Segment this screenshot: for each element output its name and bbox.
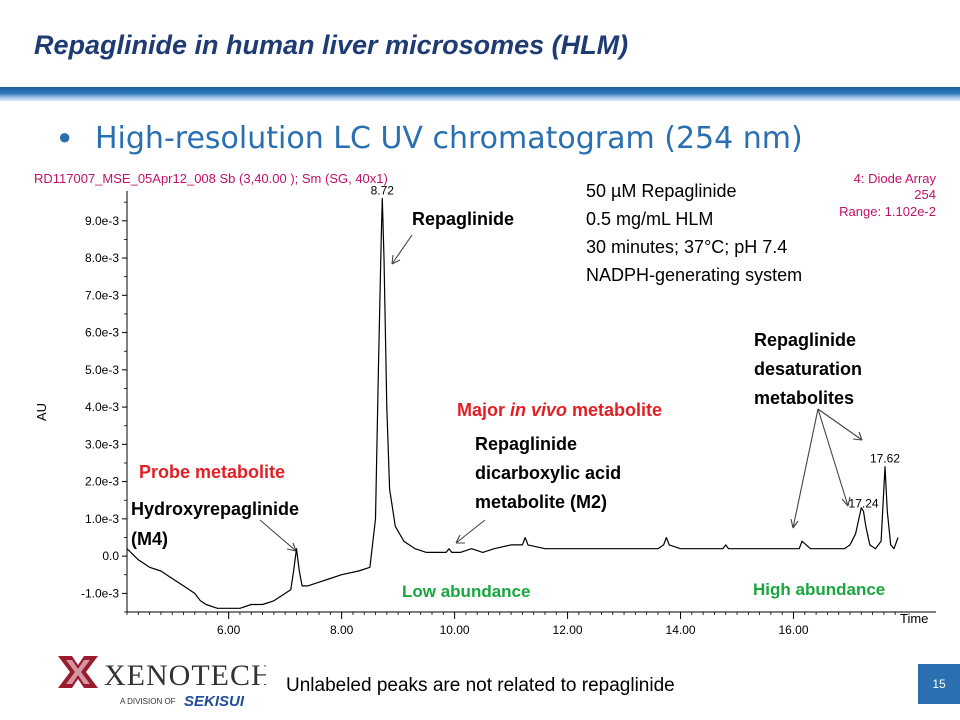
chromatogram-trace-0 (126, 197, 899, 609)
x-tick-label: 6.00 (217, 623, 241, 637)
x-axis-label: Time (900, 611, 928, 626)
peak-retention-label: 17.24 (849, 496, 879, 510)
m2-label-line3: metabolite (M2) (475, 492, 607, 512)
arrow-to-desat-peak-2 (817, 408, 849, 507)
desaturation-label-line3: metabolites (754, 388, 854, 408)
m2-label-line1: Repaglinide (475, 434, 577, 454)
peak-retention-label: 8.72 (371, 183, 395, 197)
y-tick-label: 3.0e-3 (85, 437, 119, 451)
y-tick-label: 7.0e-3 (85, 288, 119, 302)
y-axis-label: AU (34, 403, 49, 421)
arrowhead-m4 (286, 542, 297, 552)
repaglinide-label: Repaglinide (412, 209, 514, 229)
xenotech-logo-mark: XENOTECH A DIVISION OF SEKISUI (58, 656, 273, 710)
arrowhead-desat-1 (790, 518, 799, 529)
m2-label-line2: dicarboxylic acid (475, 463, 621, 483)
y-tick-label: 5.0e-3 (85, 363, 119, 377)
probe-metabolite-label: Probe metabolite (139, 462, 285, 482)
x-tick-label: 16.00 (778, 623, 808, 637)
arrowhead-m2 (455, 534, 465, 544)
chart-header-right-line2: 254 (914, 187, 936, 202)
arrowhead-repaglinide (391, 254, 401, 265)
y-tick-label: 6.0e-3 (85, 326, 119, 340)
arrow-to-m4-peak (259, 519, 297, 552)
m4-label-line1: Hydroxyrepaglinide (131, 499, 299, 519)
svg-text:A DIVISION OF: A DIVISION OF (120, 697, 176, 706)
condition-line-4: NADPH-generating system (586, 265, 802, 285)
arrow-to-repaglinide-peak (391, 234, 413, 265)
y-tick-label: -1.0e-3 (81, 586, 119, 600)
arrow-to-desat-peak-1 (792, 408, 819, 529)
x-tick-label: 14.00 (666, 623, 696, 637)
y-tick-label: 0.0 (102, 549, 119, 563)
desaturation-label-line1: Repaglinide (754, 330, 856, 350)
condition-line-1: 50 µM Repaglinide (586, 181, 736, 201)
arrow-to-desat-peak-3 (817, 408, 863, 441)
chart-header-right-line1: 4: Diode Array (854, 171, 937, 186)
desaturation-label-line2: desaturation (754, 359, 862, 379)
x-tick-label: 10.00 (440, 623, 470, 637)
footer-note: Unlabeled peaks are not related to repag… (286, 675, 675, 696)
y-tick-label: 9.0e-3 (85, 214, 119, 228)
arrowhead-desat-3 (852, 431, 863, 441)
page-number: 15 (918, 664, 960, 704)
major-metabolite-label: Major in vivo metabolite (457, 400, 662, 420)
bullet-text: High-resolution LC UV chromatogram (254 … (95, 121, 803, 156)
chart-header-right-line3: Range: 1.102e-2 (839, 204, 936, 219)
svg-text:SEKISUI: SEKISUI (184, 693, 245, 710)
y-tick-label: 8.0e-3 (85, 251, 119, 265)
x-tick-label: 12.00 (553, 623, 583, 637)
xenotech-logo: XENOTECH A DIVISION OF SEKISUI (56, 654, 273, 710)
slide-title: Repaglinide in human liver microsomes (H… (34, 30, 629, 60)
svg-text:XENOTECH: XENOTECH (104, 659, 266, 692)
condition-line-2: 0.5 mg/mL HLM (586, 209, 713, 229)
title-divider-band (0, 87, 960, 101)
y-tick-label: 1.0e-3 (85, 512, 119, 526)
arrowhead-desat-2 (841, 496, 851, 507)
bullet-dot-icon: ● (58, 124, 72, 149)
peak-retention-label: 17.62 (870, 452, 900, 466)
y-tick-label: 2.0e-3 (85, 475, 119, 489)
condition-line-3: 30 minutes; 37°C; pH 7.4 (586, 237, 787, 257)
y-tick-label: 4.0e-3 (85, 400, 119, 414)
chart-header-left: RD117007_MSE_05Apr12_008 Sb (3,40.00 ); … (34, 171, 388, 186)
arrow-to-m2-peak (455, 519, 486, 544)
low-abundance-label: Low abundance (402, 582, 530, 601)
high-abundance-label: High abundance (753, 580, 885, 599)
m4-label-line2: (M4) (131, 529, 168, 549)
x-tick-label: 8.00 (330, 623, 354, 637)
